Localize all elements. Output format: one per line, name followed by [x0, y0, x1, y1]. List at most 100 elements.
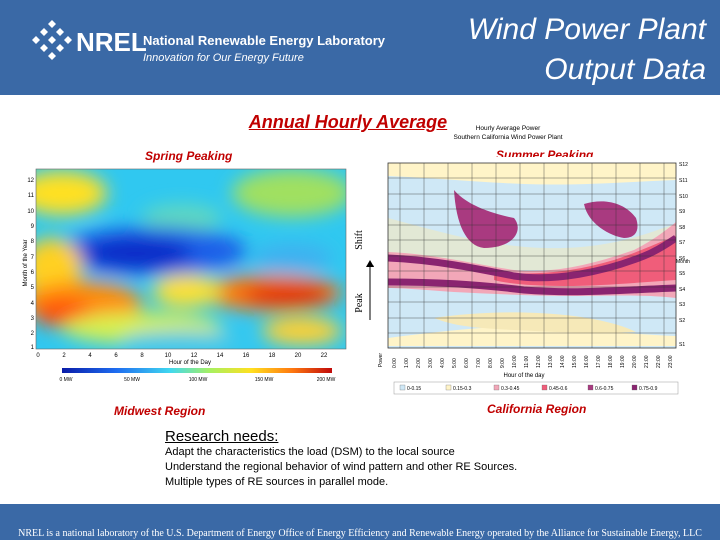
subtitle: Annual Hourly Average: [248, 112, 448, 132]
cal-power-label: Power: [378, 353, 384, 368]
legend-label: 0.15-0.3: [453, 386, 472, 392]
heatmap-ytick: 5: [31, 285, 35, 291]
cal-xtick: 20:00: [632, 355, 638, 368]
heatmap-xtick: 22: [321, 353, 328, 359]
cal-xtick: 3:00: [428, 358, 434, 368]
heatmap-field: [36, 169, 346, 349]
footer-text: NREL is a national laboratory of the U.S…: [18, 528, 702, 539]
cal-title-1: Hourly Average Power: [476, 125, 541, 132]
peak-label: Peak: [354, 293, 365, 312]
legend-swatch: [541, 384, 548, 391]
header-bar: [0, 0, 720, 95]
cal-ytick: S7: [679, 240, 685, 246]
slide-title: Wind Power Plant Output Data: [366, 10, 706, 90]
heatmap-scale-label: 150 MW: [255, 377, 274, 383]
nrel-diamond-icon: [32, 20, 72, 60]
research-item: Adapt the characteristics the load (DSM)…: [165, 446, 455, 458]
heatmap-xlabel: Hour of the Day: [169, 360, 211, 366]
heatmap-xtick: 20: [295, 353, 302, 359]
cal-xtick: 15:00: [572, 355, 578, 368]
cal-xtick: 22:00: [656, 355, 662, 368]
cal-xtick: 5:00: [452, 358, 458, 368]
heatmap-xtick: 2: [62, 353, 66, 359]
cal-xticks: 0:00 1:00 2:00 3:00 4:00 5:00 6:00 7:00 …: [392, 355, 674, 368]
heatmap-scale-label: 100 MW: [189, 377, 208, 383]
cal-xtick: 19:00: [620, 355, 626, 368]
cal-xtick: 21:00: [644, 355, 650, 368]
cal-ytick: S2: [679, 318, 685, 324]
cal-yticks: S12 S11 S10 S9 S8 S7 S6 S5 S4 S3 S2 S1: [679, 162, 688, 348]
title-line-1: Wind Power Plant: [467, 13, 706, 46]
nrel-logo: NREL National Renewable Energy Laborator…: [32, 20, 386, 64]
heatmap-ytick: 11: [28, 193, 35, 199]
heatmap-ytick: 12: [27, 178, 34, 184]
cal-ytick: S5: [679, 271, 685, 277]
heatmap-scale: 0 MW 50 MW 100 MW 150 MW 200 MW: [59, 377, 335, 383]
cal-xtick: 12:00: [536, 355, 542, 368]
legend-label: 0.75-0.9: [639, 386, 658, 392]
cal-ytick: S11: [679, 178, 688, 184]
peak-shift-marker: Shift Peak: [354, 230, 376, 320]
cal-xlabel: Hour of the day: [503, 373, 544, 379]
cal-ytick: S3: [679, 302, 685, 308]
heatmap-ytick: 10: [27, 209, 34, 215]
heatmap-scale-label: 200 MW: [317, 377, 336, 383]
california-label: California Region: [487, 402, 587, 416]
cal-ylabel: Month: [676, 259, 690, 265]
cal-xtick: 16:00: [584, 355, 590, 368]
heatmap-ylabel: Month of the Year: [23, 239, 29, 286]
cal-xtick: 23:00: [668, 355, 674, 368]
midwest-label: Midwest Region: [114, 404, 206, 418]
research-title: Research needs:: [165, 428, 279, 445]
heatmap-xtick: 10: [165, 353, 172, 359]
heatmap-yticks: 12 11 10 9 8 7 6 5 4 3 2 1: [27, 178, 34, 351]
heatmap-xticks: 0 2 4 6 8 10 12 14 16 18 20 22: [36, 353, 328, 359]
heatmap-ytick: 7: [31, 255, 35, 261]
cal-xtick: 4:00: [440, 358, 446, 368]
cal-ytick: S4: [679, 287, 685, 293]
midwest-heatmap: Month of the Year 12 11 10 9 8 7 6 5 4 3…: [22, 163, 358, 385]
legend-swatch: [445, 384, 452, 391]
heatmap-ytick: 6: [31, 270, 35, 276]
cal-ytick: S6: [679, 256, 685, 262]
cal-xtick: 17:00: [596, 355, 602, 368]
legend-swatch: [587, 384, 594, 391]
cal-xtick: 11:00: [524, 356, 530, 368]
heatmap-ytick: 2: [31, 331, 35, 337]
legend-label: 0.3-0.45: [501, 386, 520, 392]
heatmap-xtick: 18: [269, 353, 276, 359]
legend-swatch: [399, 384, 406, 391]
cal-xtick: 13:00: [548, 355, 554, 368]
footer-bar: [0, 504, 720, 540]
heatmap-xtick: 4: [88, 353, 92, 359]
legend-label: 0.45-0.6: [549, 386, 568, 392]
cal-xtick: 8:00: [488, 358, 494, 368]
cal-ytick: S12: [679, 162, 688, 168]
cal-xtick: 7:00: [476, 358, 482, 368]
research-item: Multiple types of RE sources in parallel…: [165, 476, 389, 488]
cal-ytick: S1: [679, 342, 685, 348]
legend-label: 0-0.15: [407, 386, 421, 392]
heatmap-xtick: 6: [114, 353, 118, 359]
shift-label: Shift: [354, 230, 365, 250]
cal-legend: 0-0.15 0.15-0.3 0.3-0.45 0.45-0.6 0.6-0.…: [393, 381, 679, 395]
heatmap-ytick: 3: [31, 316, 35, 322]
cal-xtick: 0:00: [392, 358, 398, 368]
cal-xtick: 10:00: [512, 355, 518, 368]
cal-xtick: 1:00: [404, 358, 410, 368]
cal-xtick: 18:00: [608, 355, 614, 368]
cal-ytick: S10: [679, 194, 688, 200]
cal-bands: [388, 163, 676, 348]
heatmap-colorbar: [62, 368, 332, 373]
heatmap-ytick: 9: [31, 224, 35, 230]
cal-xtick: 9:00: [500, 358, 506, 368]
research-item: Understand the regional behavior of wind…: [165, 461, 518, 473]
lab-name: National Renewable Energy Laboratory: [143, 33, 386, 48]
arrow-up-icon: [366, 260, 374, 267]
cal-xtick: 2:00: [416, 358, 422, 368]
tagline: Innovation for Our Energy Future: [143, 52, 304, 64]
legend-swatch: [631, 384, 638, 391]
title-line-2: Output Data: [544, 53, 706, 86]
heatmap-ytick: 4: [31, 301, 35, 307]
heatmap-ytick: 8: [31, 239, 35, 245]
